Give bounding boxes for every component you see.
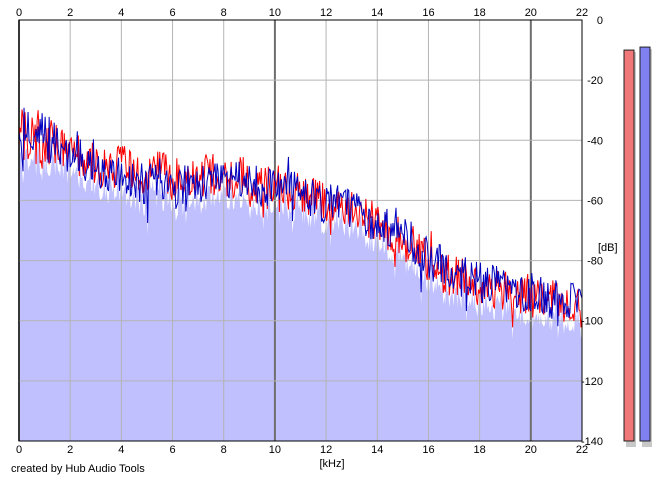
x-tick-label-top: 16: [422, 7, 434, 19]
x-tick-label-bottom: 0: [16, 444, 22, 456]
x-tick-label-bottom: 4: [118, 444, 124, 456]
x-tick-label-top: 14: [371, 7, 383, 19]
x-tick-label-top: 10: [269, 7, 281, 19]
credit-text: created by Hub Audio Tools: [11, 463, 145, 475]
x-tick-label-bottom: 14: [371, 444, 383, 456]
x-tick-label-top: 20: [525, 7, 537, 19]
x-axis-label: [kHz]: [319, 458, 344, 470]
y-tick-label: -120: [581, 376, 603, 388]
plot-border: [18, 19, 583, 442]
spectrum-fill: [19, 138, 582, 441]
y-tick-label: -20: [587, 75, 603, 87]
y-tick-label: -40: [587, 135, 603, 147]
y-tick-label: -60: [587, 195, 603, 207]
x-tick-label-bottom: 16: [422, 444, 434, 456]
x-tick-label-bottom: 20: [525, 444, 537, 456]
level-meters: [623, 46, 652, 448]
x-tick-label-top: 22: [576, 7, 588, 19]
x-tick-label-bottom: 2: [67, 444, 73, 456]
x-tick-label-top: 2: [67, 7, 73, 19]
x-tick-label-bottom: 8: [221, 444, 227, 456]
y-tick-label: -80: [587, 256, 603, 268]
y-tick-label: -100: [581, 316, 603, 328]
plot-frame: [18, 19, 583, 442]
x-tick-label-bottom: 22: [576, 444, 588, 456]
left-level-meter: [623, 49, 635, 442]
x-tick-label-top: 6: [169, 7, 175, 19]
x-tick-label-bottom: 10: [269, 444, 281, 456]
y-tick-label: 0: [597, 15, 603, 27]
x-tick-labels-top: 0 2 4 6 8 10 12 14 16 18 20 22: [16, 7, 588, 19]
x-tick-label-top: 4: [118, 7, 124, 19]
y-tick-label: -140: [581, 436, 603, 448]
x-tick-label-bottom: 12: [320, 444, 332, 456]
spectrum-fill-layer: [19, 138, 582, 441]
x-tick-label-bottom: 6: [169, 444, 175, 456]
y-axis-label: [dB]: [598, 242, 618, 254]
x-tick-label-top: 12: [320, 7, 332, 19]
x-tick-labels-bottom: 0 2 4 6 8 10 12 14 16 18 20 22: [16, 444, 588, 456]
x-tick-label-bottom: 18: [474, 444, 486, 456]
series-layer: [18, 107, 583, 328]
x-tick-label-top: 18: [474, 7, 486, 19]
right-channel-line: [18, 107, 583, 327]
right-level-meter: [639, 46, 651, 442]
x-tick-label-top: 8: [221, 7, 227, 19]
x-tick-label-top: 0: [16, 7, 22, 19]
y-tick-labels: 0 -20 -40 -60 -80 -100 -120 -140: [581, 15, 603, 448]
